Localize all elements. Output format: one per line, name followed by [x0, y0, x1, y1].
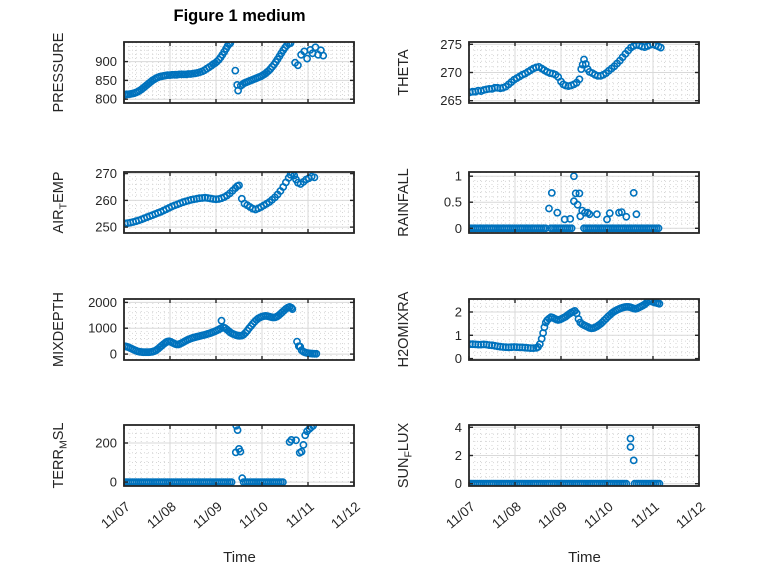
- y-tick-labels: 265 270 275: [440, 37, 462, 108]
- subplot-h2omixra: 0 1 2 H2OMIXRA: [396, 291, 700, 367]
- svg-text:11/09: 11/09: [190, 499, 225, 532]
- tick-marks: [468, 425, 700, 486]
- scatter-markers: [469, 42, 665, 97]
- svg-text:0: 0: [455, 221, 462, 236]
- svg-text:850: 850: [95, 73, 117, 88]
- axes-box: [123, 41, 355, 104]
- x-tick-labels: 11/07 11/08 11/09 11/10 11/11 11/12: [443, 499, 708, 532]
- axes-box: [123, 171, 355, 234]
- subplot-theta: 265 270 275 THETA: [396, 37, 700, 108]
- axes-box: [468, 298, 700, 361]
- subplot-mixdepth: 0 1000 2000 MIXDEPTH: [51, 292, 355, 367]
- tick-marks: [468, 42, 700, 103]
- y-axis-label: THETA: [396, 49, 412, 96]
- svg-text:800: 800: [95, 92, 117, 107]
- svg-text:4: 4: [455, 420, 462, 435]
- svg-text:1: 1: [455, 328, 462, 343]
- svg-text:270: 270: [95, 166, 117, 181]
- svg-text:0: 0: [455, 351, 462, 366]
- svg-text:11/08: 11/08: [489, 499, 524, 532]
- svg-text:2: 2: [455, 305, 462, 320]
- subplot-pressure: 800 850 900 PRESSURE: [51, 32, 355, 112]
- y-axis-label: PRESSURE: [51, 32, 67, 112]
- axes-box: [123, 424, 355, 487]
- axes-box: [123, 298, 355, 361]
- scatter-markers: [124, 302, 321, 358]
- svg-text:270: 270: [440, 65, 462, 80]
- svg-text:11/07: 11/07: [443, 499, 478, 532]
- x-axis-label-left: Time: [223, 549, 256, 566]
- y-axis-label: AIRT​EMP: [51, 171, 70, 233]
- tick-marks: [123, 299, 355, 360]
- svg-text:11/07: 11/07: [98, 499, 133, 532]
- svg-text:0: 0: [110, 475, 117, 490]
- y-tick-labels: 0 1 2: [455, 305, 462, 367]
- plot-area: [124, 425, 354, 486]
- y-axis-label: TERRM​SL: [51, 423, 70, 489]
- y-tick-labels: 250 260 270: [95, 166, 117, 235]
- x-tick-labels: 11/07 11/08 11/09 11/10 11/11 11/12: [98, 499, 363, 532]
- y-axis-label: H2OMIXRA: [396, 291, 412, 367]
- svg-text:11/08: 11/08: [144, 499, 179, 532]
- svg-text:0: 0: [455, 476, 462, 491]
- svg-text:11/11: 11/11: [283, 499, 317, 531]
- y-tick-labels: 0 2 4: [455, 420, 462, 491]
- svg-text:250: 250: [95, 220, 117, 235]
- tick-marks: [123, 172, 355, 233]
- subplot-sun-flux: 0 2 4 SUNF​LUX 11/07 11/08 11/09 11/10 11/11 11/1…: [396, 420, 708, 532]
- svg-text:1: 1: [455, 169, 462, 184]
- tick-marks: [468, 172, 700, 233]
- subplot-air-temp: 250 260 270 AIRT​EMP: [51, 166, 355, 235]
- plot-area: [124, 172, 354, 233]
- svg-text:11/11: 11/11: [628, 499, 662, 531]
- y-axis-label: SUNF​LUX: [396, 423, 415, 489]
- svg-text:11/09: 11/09: [535, 499, 570, 532]
- tick-marks: [123, 42, 355, 103]
- svg-text:11/10: 11/10: [236, 499, 271, 532]
- svg-text:260: 260: [95, 193, 117, 208]
- tick-marks: [468, 299, 700, 360]
- scatter-markers: [469, 299, 664, 352]
- y-axis-label: MIXDEPTH: [51, 292, 67, 367]
- svg-text:11/12: 11/12: [328, 499, 363, 532]
- svg-text:0.5: 0.5: [444, 195, 462, 210]
- y-tick-labels: 800 850 900: [95, 54, 117, 107]
- svg-text:275: 275: [440, 37, 462, 52]
- svg-text:2: 2: [455, 448, 462, 463]
- svg-text:900: 900: [95, 54, 117, 69]
- svg-text:11/12: 11/12: [673, 499, 708, 532]
- scatter-markers: [124, 172, 319, 228]
- y-tick-labels: 0 200: [95, 436, 117, 490]
- svg-text:1000: 1000: [88, 321, 117, 336]
- svg-text:265: 265: [440, 93, 462, 108]
- x-axis-label-right: Time: [568, 549, 601, 566]
- figure-title: Figure 1 medium: [173, 7, 306, 25]
- svg-text:200: 200: [95, 436, 117, 451]
- y-axis-label: RAINFALL: [396, 168, 412, 237]
- y-tick-labels: 0 1000 2000: [88, 295, 117, 362]
- y-tick-labels: 00.51: [444, 169, 462, 236]
- svg-text:2000: 2000: [88, 295, 117, 310]
- tick-marks: [123, 425, 355, 486]
- svg-text:11/10: 11/10: [581, 499, 616, 532]
- subplot-terr-msl: 0200TERRM​SL11/0711/0811/0911/1011/1111/…: [51, 423, 363, 532]
- svg-text:0: 0: [110, 347, 117, 362]
- scatter-markers: [469, 434, 664, 486]
